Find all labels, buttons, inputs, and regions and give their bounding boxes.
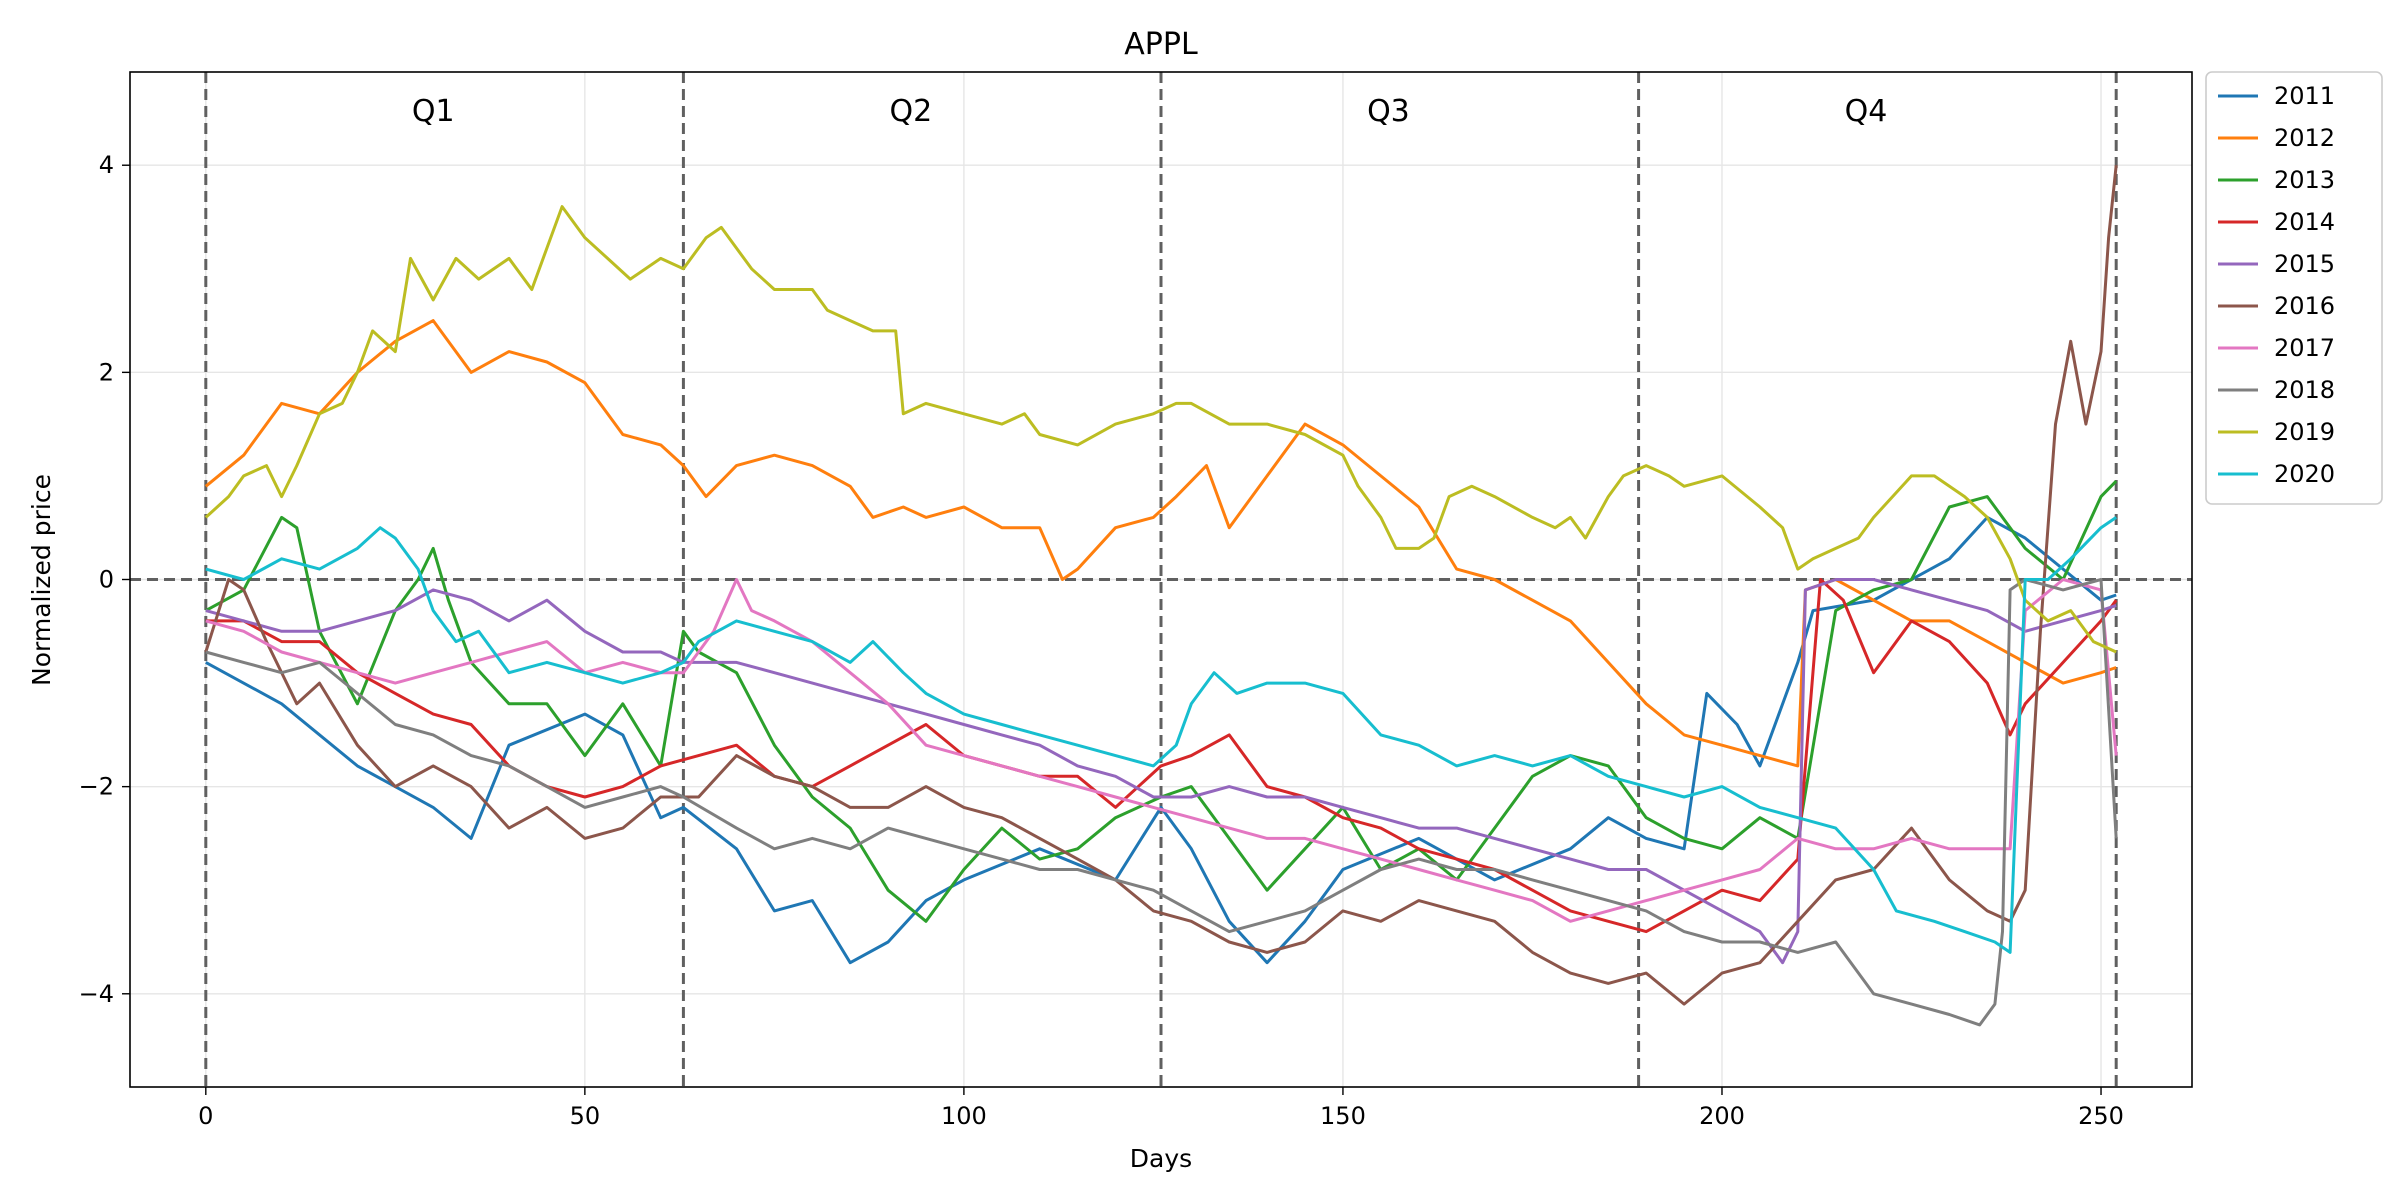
- series-line-2019: [204, 205, 2117, 654]
- legend-label: 2011: [2274, 82, 2335, 110]
- x-tick-label: 200: [1699, 1102, 1745, 1130]
- y-tick-label: −2: [79, 773, 114, 801]
- quarter-label: Q1: [412, 94, 455, 129]
- legend-label: 2013: [2274, 166, 2335, 194]
- x-tick-label: 150: [1320, 1102, 1366, 1130]
- legend-label: 2019: [2274, 418, 2335, 446]
- y-tick-label: 0: [99, 566, 114, 594]
- legend-label: 2018: [2274, 376, 2335, 404]
- x-tick-label: 0: [198, 1102, 213, 1130]
- y-tick-label: 2: [99, 358, 114, 386]
- x-axis-title: Days: [1130, 1144, 1192, 1173]
- chart-title: APPL: [1124, 27, 1198, 62]
- series-line-2017: [205, 578, 2118, 923]
- series-line-2013: [205, 480, 2118, 923]
- series-lines: [204, 165, 2118, 1027]
- legend-label: 2015: [2274, 250, 2335, 278]
- y-tick-label: 4: [99, 151, 114, 179]
- legend-label: 2012: [2274, 124, 2335, 152]
- series-line-2018: [205, 578, 2118, 1027]
- legend-label: 2016: [2274, 292, 2335, 320]
- series-line-2011: [205, 515, 2117, 965]
- legend-label: 2017: [2274, 334, 2335, 362]
- y-tick-label: −4: [79, 980, 114, 1008]
- x-tick-label: 50: [570, 1102, 601, 1130]
- y-axis-title: Normalized price: [27, 474, 56, 686]
- legend-label: 2014: [2274, 208, 2335, 236]
- legend-label: 2020: [2274, 460, 2335, 488]
- quarter-label: Q4: [1845, 94, 1888, 129]
- quarter-labels: Q1 Q2 Q3 Q4: [412, 94, 1887, 129]
- x-tick-label: 100: [941, 1102, 987, 1130]
- axis-ticks: 0 50 100 150 200 250 −4 −2 0 2 4: [79, 151, 2124, 1130]
- series-line-2016: [204, 165, 2118, 1006]
- legend: 2011 2012 2013 2014 2015 2016 2017 2018 2019 2020: [2205, 71, 2383, 505]
- quarter-label: Q3: [1367, 94, 1410, 129]
- series-line-2015: [205, 578, 2117, 965]
- x-tick-label: 250: [2078, 1102, 2124, 1130]
- series-line-2020: [205, 516, 2118, 954]
- quarter-label: Q2: [889, 94, 932, 129]
